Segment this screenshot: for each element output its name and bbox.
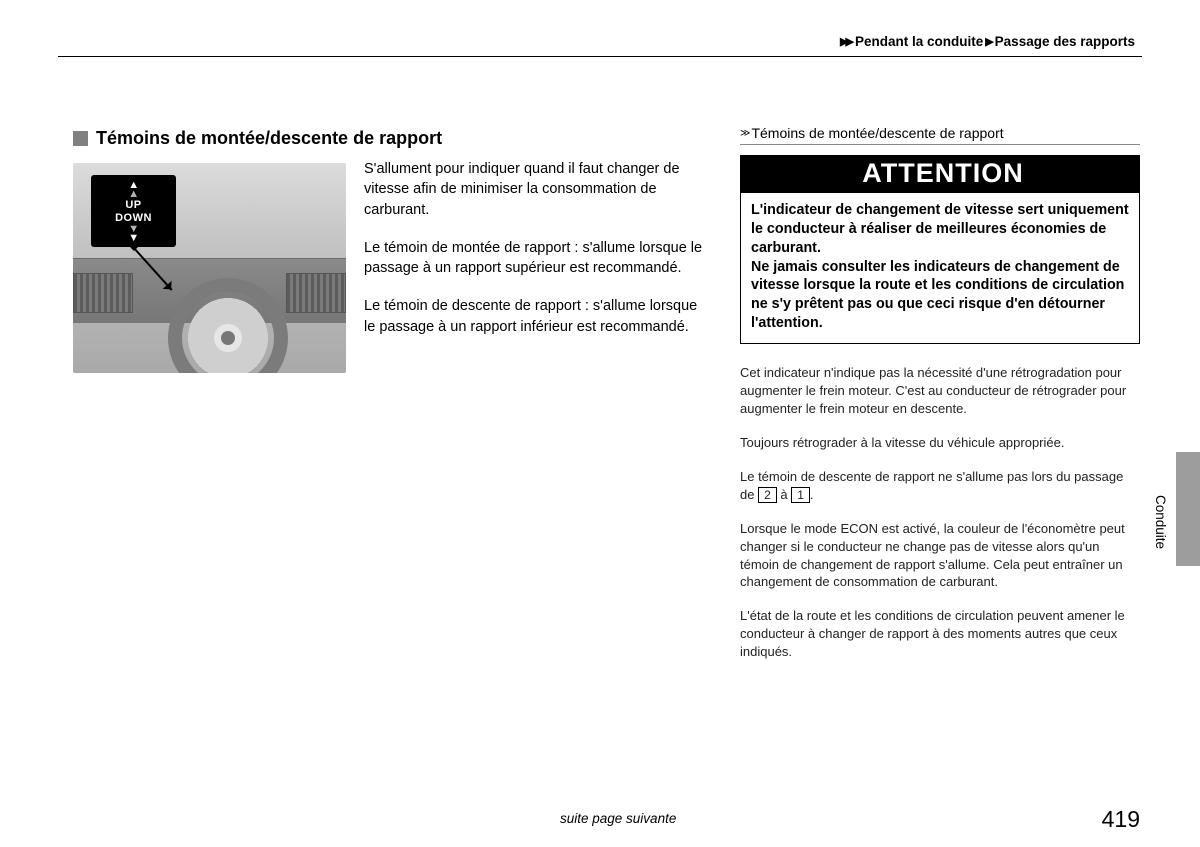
up-arrow-icon: ▲	[128, 190, 138, 198]
attention-box: ! ATTENTION L'indicateur de changement d…	[740, 155, 1140, 344]
indicator-callout: ▲ ▲ UP DOWN ▼ ▼	[91, 175, 176, 247]
breadcrumb-arrow: ▶▶	[840, 35, 851, 48]
breadcrumb-arrow: ▶	[985, 35, 990, 48]
page-number: 419	[1102, 806, 1140, 833]
main-content: Témoins de montée/descente de rapport ▲ …	[73, 128, 703, 373]
sidebar-title: Témoins de montée/descente de rapport	[751, 125, 1003, 141]
breadcrumb-level1: Pendant la conduite	[855, 34, 983, 49]
note-paragraph: Lorsque le mode ECON est activé, la coul…	[740, 520, 1138, 592]
section-title: Témoins de montée/descente de rapport	[73, 128, 703, 149]
section-tab-label: Conduite	[1153, 495, 1168, 549]
section-title-text: Témoins de montée/descente de rapport	[96, 128, 442, 149]
air-vent-icon	[286, 273, 346, 313]
attention-header: ! ATTENTION	[741, 156, 1139, 193]
sidebar-notes: Cet indicateur n'indique pas la nécessit…	[740, 364, 1140, 661]
sidebar-title-row: ≫ Témoins de montée/descente de rapport	[740, 125, 1140, 145]
header-rule	[58, 56, 1142, 57]
breadcrumb-level2: Passage des rapports	[995, 34, 1135, 49]
section-bullet-icon	[73, 131, 88, 146]
gear-number: 1	[791, 487, 810, 503]
down-arrow-icon: ▼	[128, 234, 138, 242]
callout-up-label: UP	[125, 199, 141, 211]
air-vent-icon	[73, 273, 133, 313]
gear-number: 2	[758, 487, 777, 503]
sidebar-content: ≫ Témoins de montée/descente de rapport …	[740, 125, 1140, 677]
attention-body: L'indicateur de changement de vitesse se…	[741, 193, 1139, 343]
sidebar-arrow-icon: ≫	[740, 128, 747, 139]
down-arrow-icon: ▼	[128, 225, 138, 233]
note-text: .	[810, 487, 814, 502]
continued-label: suite page suivante	[560, 811, 676, 826]
breadcrumb: ▶▶ Pendant la conduite ▶ Passage des rap…	[840, 34, 1135, 49]
note-paragraph: Cet indicateur n'indique pas la nécessit…	[740, 364, 1138, 418]
note-paragraph: Le témoin de descente de rapport ne s'al…	[740, 468, 1138, 504]
dashboard-figure: ▲ ▲ UP DOWN ▼ ▼	[73, 163, 346, 373]
note-text: à	[777, 487, 791, 502]
callout-down-label: DOWN	[115, 212, 152, 224]
attention-header-text: ATTENTION	[862, 158, 1023, 189]
note-paragraph: L'état de la route et les conditions de …	[740, 607, 1138, 661]
section-tab	[1176, 452, 1200, 566]
note-paragraph: Toujours rétrograder à la vitesse du véh…	[740, 434, 1138, 452]
